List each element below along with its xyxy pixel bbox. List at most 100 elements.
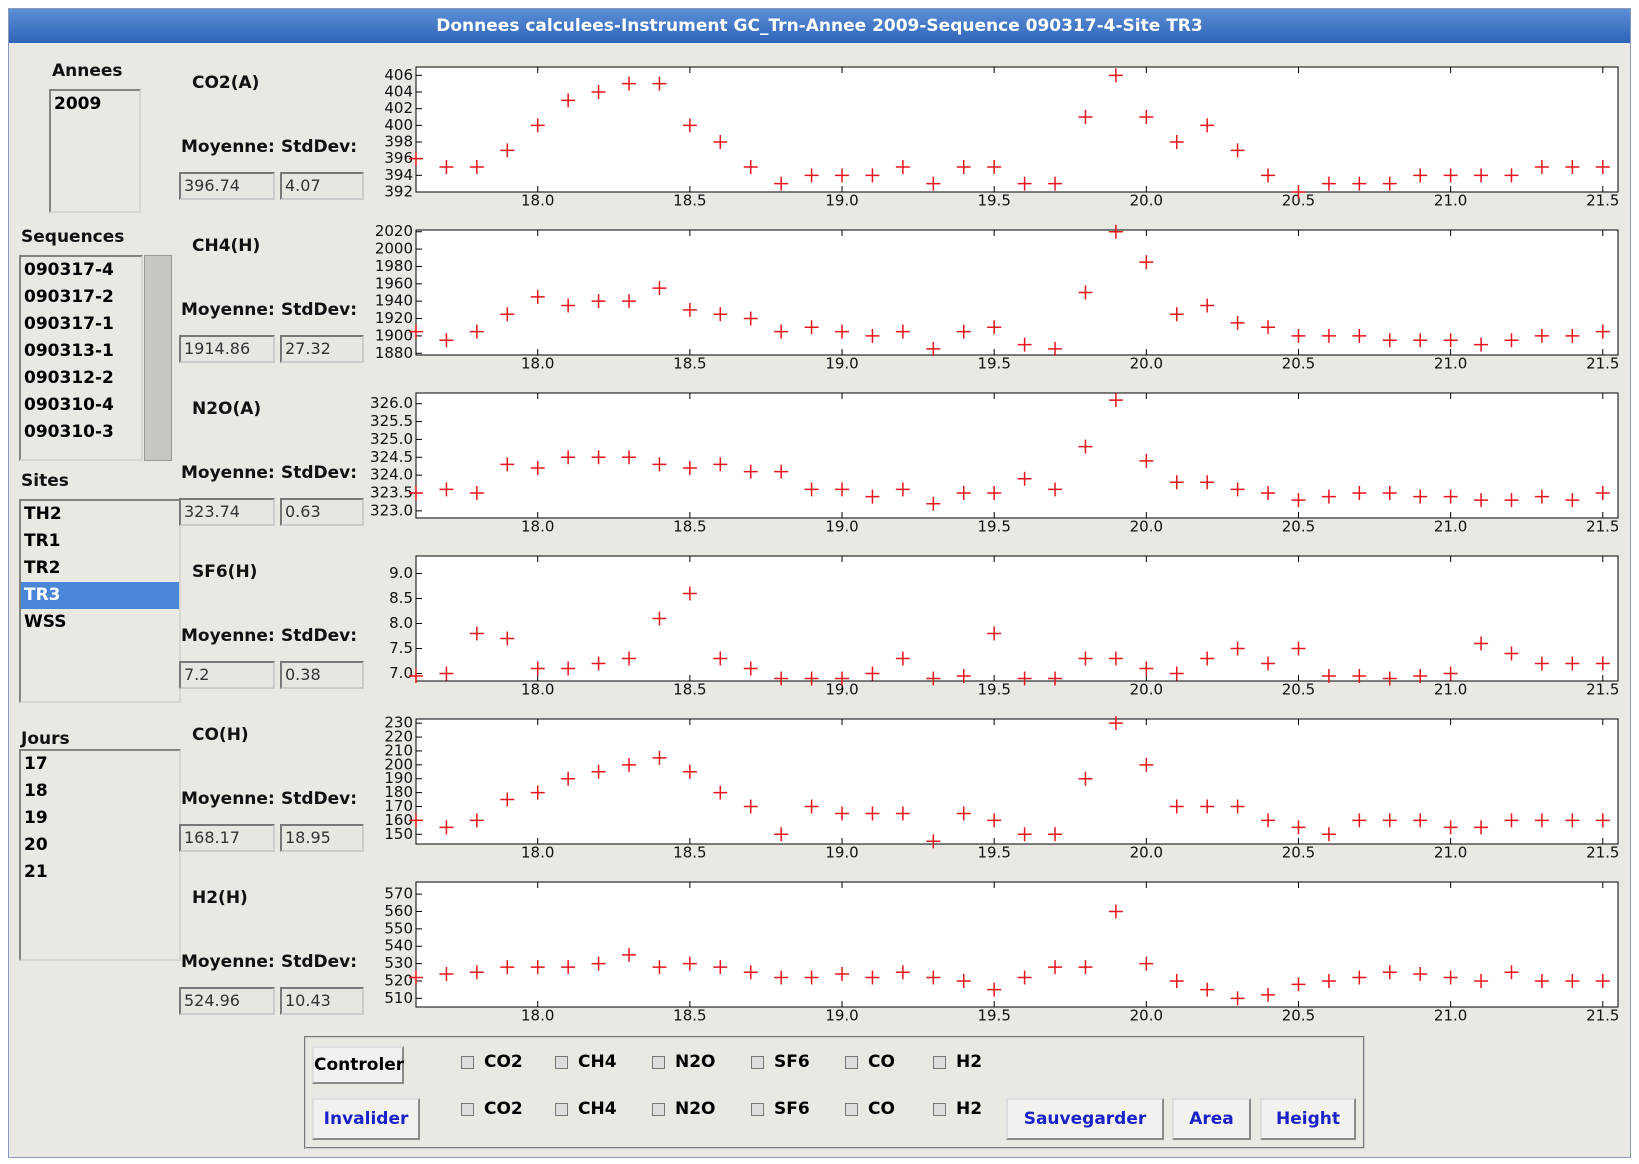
charts: 18.0 18.5 19.0 19.5 20.0 20.5 21.0 21.539239439… — [370, 66, 1619, 1025]
stddev-field[interactable]: 18.95 — [280, 824, 364, 852]
checkbox-box[interactable] — [555, 1055, 568, 1069]
data-point — [1108, 904, 1123, 919]
stddev-field[interactable]: 0.63 — [280, 498, 364, 526]
jours-list[interactable]: 17 18 19 20 21 — [19, 749, 181, 961]
data-point — [743, 965, 758, 980]
sites-item[interactable]: TR2 — [24, 558, 61, 578]
checkbox[interactable]: N2O — [652, 1099, 716, 1119]
sites-list[interactable]: TH2 TR1 TR2 TR3 WSS — [19, 499, 181, 703]
checkbox[interactable]: CO — [845, 1099, 895, 1119]
jours-item[interactable]: 17 — [24, 754, 48, 774]
data-point — [591, 956, 606, 971]
stddev-field[interactable]: 4.07 — [280, 172, 364, 200]
sites-item[interactable]: TR1 — [24, 531, 61, 551]
data-point — [713, 307, 728, 322]
data-point — [1504, 646, 1519, 661]
data-point — [652, 750, 667, 765]
sequences-item[interactable]: 090310-3 — [24, 422, 114, 442]
annees-item[interactable]: 2009 — [54, 94, 102, 114]
data-point — [1504, 965, 1519, 980]
jours-item[interactable]: 19 — [24, 808, 48, 828]
data-point — [1413, 813, 1428, 828]
x-tick-label: 19.0 — [825, 355, 858, 373]
stddev-field[interactable]: 0.38 — [280, 661, 364, 689]
checkbox[interactable]: SF6 — [751, 1099, 810, 1119]
moyenne-field[interactable]: 323.74 — [179, 498, 275, 526]
checkbox-box[interactable] — [933, 1055, 946, 1069]
moyenne-field[interactable]: 396.74 — [179, 172, 275, 200]
checkbox[interactable]: H2 — [933, 1099, 982, 1119]
checkbox[interactable]: SF6 — [751, 1052, 810, 1072]
data-point — [1108, 393, 1123, 408]
x-tick-label: 21.0 — [1434, 355, 1467, 373]
data-point — [713, 457, 728, 472]
data-point — [1321, 669, 1336, 683]
checkbox-box[interactable] — [652, 1102, 665, 1116]
checkbox[interactable]: CH4 — [555, 1052, 617, 1072]
checkbox[interactable]: H2 — [933, 1052, 982, 1072]
checkbox-box[interactable] — [845, 1055, 858, 1069]
moyenne-field[interactable]: 7.2 — [179, 661, 275, 689]
sequences-list[interactable]: 090317-4 090317-2 090317-1 090313-1 090312-2… — [19, 255, 143, 461]
data-point — [1169, 799, 1184, 814]
checkbox[interactable]: CO — [845, 1052, 895, 1072]
data-point — [1534, 813, 1549, 828]
y-tick-label: 324.5 — [370, 448, 413, 466]
data-point — [956, 160, 971, 174]
data-point — [1352, 970, 1367, 985]
checkbox-box[interactable] — [845, 1102, 858, 1116]
moyenne-field[interactable]: 168.17 — [179, 824, 275, 852]
checkbox[interactable]: N2O — [652, 1052, 716, 1072]
data-point — [865, 168, 880, 183]
sequences-item[interactable]: 090312-2 — [24, 368, 114, 388]
stddev-field[interactable]: 27.32 — [280, 335, 364, 363]
sequences-item[interactable]: 090317-2 — [24, 287, 114, 307]
x-tick-label: 21.5 — [1586, 681, 1619, 699]
data-point — [1413, 333, 1428, 348]
checkbox-box[interactable] — [461, 1055, 474, 1069]
moyenne-field[interactable]: 1914.86 — [179, 335, 275, 363]
moyenne-label: Moyenne: — [181, 137, 275, 157]
controler-button[interactable]: Controler — [312, 1046, 404, 1084]
x-tick-label: 20.0 — [1130, 844, 1163, 862]
scrollbar[interactable] — [144, 255, 172, 461]
jours-item[interactable]: 20 — [24, 835, 48, 855]
height-button[interactable]: Height — [1260, 1098, 1356, 1140]
data-point — [1291, 820, 1306, 835]
sequences-item[interactable]: 090317-1 — [24, 314, 114, 334]
y-tick-label: 160 — [384, 811, 413, 829]
invalider-button[interactable]: Invalider — [312, 1098, 420, 1140]
y-tick-label: 404 — [384, 83, 413, 101]
data-point — [1321, 328, 1336, 343]
sequences-item[interactable]: 090313-1 — [24, 341, 114, 361]
data-point — [1534, 328, 1549, 343]
sites-item[interactable]: TR3 — [21, 582, 179, 609]
moyenne-label: Moyenne: — [181, 463, 275, 483]
checkbox[interactable]: CO2 — [461, 1099, 523, 1119]
jours-item[interactable]: 18 — [24, 781, 48, 801]
plot-area — [415, 555, 1619, 682]
checkbox[interactable]: CH4 — [555, 1099, 617, 1119]
annees-list[interactable]: 2009 — [49, 89, 141, 213]
sites-item[interactable]: TH2 — [24, 504, 62, 524]
checkbox-box[interactable] — [652, 1055, 665, 1069]
checkbox-box[interactable] — [751, 1055, 764, 1069]
jours-item[interactable]: 21 — [24, 862, 48, 882]
sequences-item[interactable]: 090317-4 — [24, 260, 114, 280]
checkbox-box[interactable] — [461, 1102, 474, 1116]
sauvegarder-button[interactable]: Sauvegarder — [1006, 1098, 1164, 1140]
checkbox-box[interactable] — [555, 1102, 568, 1116]
moyenne-field[interactable]: 524.96 — [179, 987, 275, 1015]
x-tick-label: 18.5 — [673, 518, 706, 536]
data-point — [1200, 982, 1215, 997]
sites-item[interactable]: WSS — [24, 612, 67, 632]
sequences-item[interactable]: 090310-4 — [24, 395, 114, 415]
checkbox[interactable]: CO2 — [461, 1052, 523, 1072]
data-point — [1352, 669, 1367, 683]
data-point — [804, 799, 819, 814]
checkbox-box[interactable] — [933, 1102, 946, 1116]
stddev-field[interactable]: 10.43 — [280, 987, 364, 1015]
area-button[interactable]: Area — [1172, 1098, 1251, 1140]
checkbox-box[interactable] — [751, 1102, 764, 1116]
data-point — [530, 960, 545, 975]
